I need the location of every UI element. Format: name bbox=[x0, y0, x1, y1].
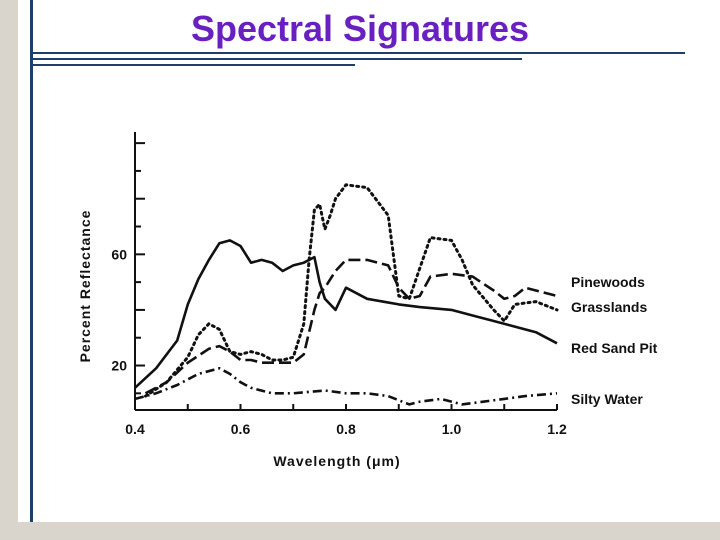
y-tick-label: 60 bbox=[111, 246, 127, 262]
left-decor-line bbox=[30, 0, 33, 522]
x-tick-label: 0.4 bbox=[125, 421, 145, 437]
y-axis-label: Percent Reflectance bbox=[77, 210, 93, 363]
series-line-grasslands bbox=[144, 183, 559, 398]
x-tick-label: 1.2 bbox=[547, 421, 567, 437]
legend-label-red-sand-pit: Red Sand Pit bbox=[571, 340, 658, 356]
title-rule-middle bbox=[30, 58, 522, 60]
title-rule-top bbox=[30, 52, 685, 54]
chart-axes bbox=[134, 132, 557, 411]
series-line-red-sand-pit bbox=[134, 239, 558, 389]
x-tick-label: 0.6 bbox=[231, 421, 251, 437]
x-axis-ticks: 0.4 0.6 0.8 1.0 1.2 bbox=[125, 404, 567, 437]
series-line-silty-water bbox=[134, 366, 558, 406]
left-decor-band bbox=[0, 0, 18, 540]
y-tick-label: 20 bbox=[111, 358, 127, 374]
x-tick-label: 1.0 bbox=[442, 421, 462, 437]
x-tick-label: 0.8 bbox=[336, 421, 356, 437]
x-axis-label: Wavelength (μm) bbox=[273, 453, 400, 469]
legend-layer: Pinewoods Grasslands Red Sand Pit Silty Wat… bbox=[571, 274, 658, 407]
title-rule-bottom bbox=[30, 64, 355, 66]
series-layer bbox=[134, 183, 559, 406]
bottom-decor-band bbox=[0, 522, 720, 540]
legend-label-pinewoods: Pinewoods bbox=[571, 274, 645, 290]
series-line-pinewoods bbox=[144, 258, 558, 395]
slide-title: Spectral Signatures bbox=[190, 8, 530, 49]
legend-label-silty-water: Silty Water bbox=[571, 391, 643, 407]
legend-label-grasslands: Grasslands bbox=[571, 299, 647, 315]
